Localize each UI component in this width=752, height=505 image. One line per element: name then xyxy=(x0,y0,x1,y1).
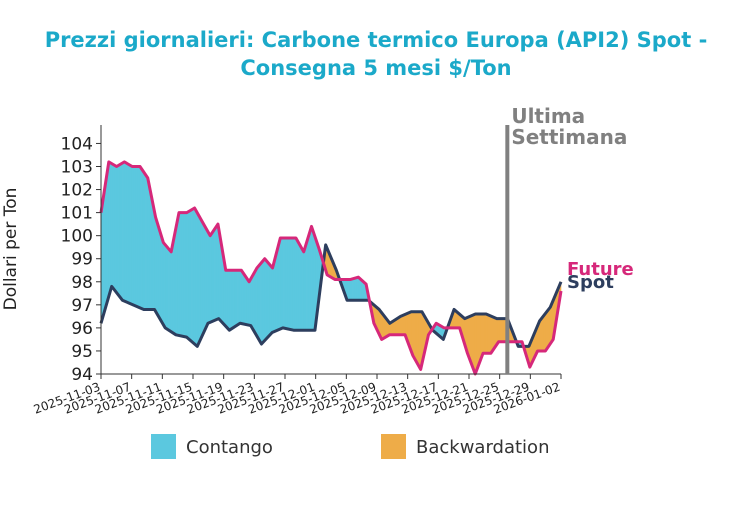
chart-title: Prezzi giornalieri: Carbone termico Euro… xyxy=(45,28,708,80)
chart-title-line-2: Consegna 5 mesi $/Ton xyxy=(240,56,511,80)
y-tick-label: 102 xyxy=(61,181,93,201)
y-tick-label: 100 xyxy=(61,227,93,247)
y-tick-label: 94 xyxy=(71,365,93,385)
legend-label-contango: Contango xyxy=(186,437,273,458)
last-week-label-line: Ultima xyxy=(511,104,585,128)
y-tick-label: 95 xyxy=(71,342,93,362)
series-line-spot xyxy=(99,243,563,348)
legend-swatch-backwardation xyxy=(381,434,406,459)
legend: Contango Backwardation xyxy=(151,434,549,459)
y-tick-label: 98 xyxy=(71,273,93,293)
y-tick-label: 104 xyxy=(61,134,93,154)
chart-title-line-1: Prezzi giornalieri: Carbone termico Euro… xyxy=(45,28,708,52)
x-ticks: 2025-11-032025-11-072025-11-112025-11-15… xyxy=(32,374,562,417)
y-tick-label: 101 xyxy=(61,204,93,224)
end-label-future: Future xyxy=(567,259,634,280)
y-tick-label: 103 xyxy=(61,158,93,178)
y-tick-label: 97 xyxy=(71,296,93,316)
fill-areas xyxy=(100,161,562,374)
y-axis-label: Dollari per Ton xyxy=(1,188,21,311)
y-tick-label: 96 xyxy=(71,319,93,339)
end-label-spot: Spot xyxy=(567,272,614,293)
series-line-future xyxy=(99,160,563,376)
series-lines xyxy=(99,160,563,376)
last-week-label-line: Settimana xyxy=(511,125,627,149)
y-tick-label: 99 xyxy=(71,250,93,270)
y-ticks: 94 95 96 97 98 99 100 101 102 103 104 xyxy=(61,134,101,385)
legend-label-backwardation: Backwardation xyxy=(416,437,549,458)
legend-swatch-contango xyxy=(151,434,176,459)
